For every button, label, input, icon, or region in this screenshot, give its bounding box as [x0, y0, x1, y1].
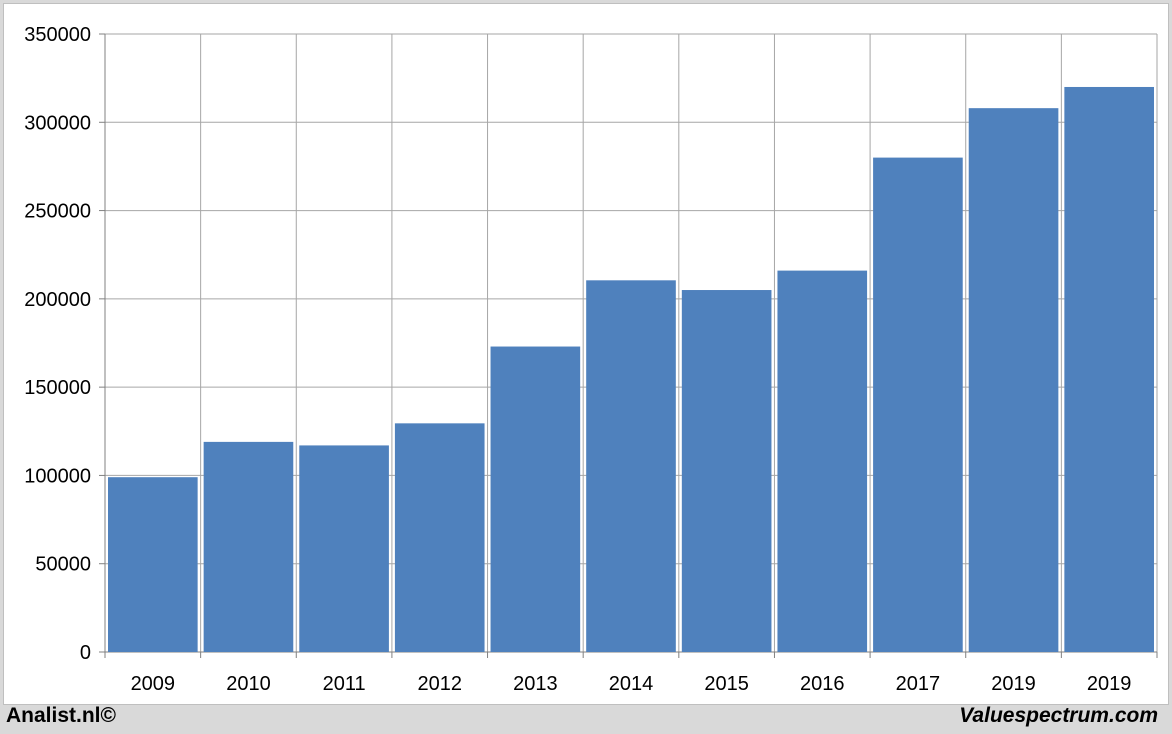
bar-2013-4 — [490, 346, 581, 652]
x-tick-label: 2017 — [896, 673, 941, 695]
bar-2016-7 — [777, 270, 868, 652]
x-tick-label: 2019 — [1087, 673, 1132, 695]
x-tick-label: 2014 — [609, 673, 654, 695]
bar-2012-3 — [394, 423, 485, 652]
bar-2015-6 — [681, 290, 772, 652]
y-tick-label: 300000 — [24, 112, 91, 134]
y-tick-label: 150000 — [24, 377, 91, 399]
bar-2017-8 — [873, 157, 963, 652]
bar-2014-5 — [586, 280, 676, 652]
x-tick-label: 2011 — [323, 673, 366, 695]
x-tick-label: 2010 — [226, 673, 271, 695]
footer-right-credit: Valuespectrum.com — [959, 704, 1158, 727]
x-tick-label: 2013 — [513, 673, 558, 695]
x-tick-label: 2015 — [704, 673, 749, 695]
y-tick-label: 250000 — [24, 201, 91, 223]
x-tick-label: 2012 — [417, 673, 462, 695]
y-tick-label: 200000 — [24, 289, 91, 311]
bar-2019-9 — [968, 108, 1059, 652]
chart-frame: 0 50000 100000 150000 200000 250000 300000 3500… — [3, 3, 1169, 705]
y-tick-label: 50000 — [35, 554, 91, 576]
x-tick-label: 2009 — [131, 673, 176, 695]
y-tick-label: 350000 — [24, 24, 91, 46]
y-tick-label: 0 — [80, 642, 91, 664]
bar-2010-1 — [203, 441, 294, 652]
x-tick-label: 2019 — [991, 673, 1036, 695]
bar-chart: 0 50000 100000 150000 200000 250000 300000 3500… — [24, 24, 1158, 695]
bar-2011-2 — [299, 445, 389, 652]
y-tick-label: 100000 — [24, 465, 91, 487]
bar-2019-10 — [1064, 86, 1154, 652]
footer-left-credit: Analist.nl© — [6, 704, 116, 727]
x-tick-label: 2016 — [800, 673, 845, 695]
bar-2009-0 — [108, 477, 198, 652]
